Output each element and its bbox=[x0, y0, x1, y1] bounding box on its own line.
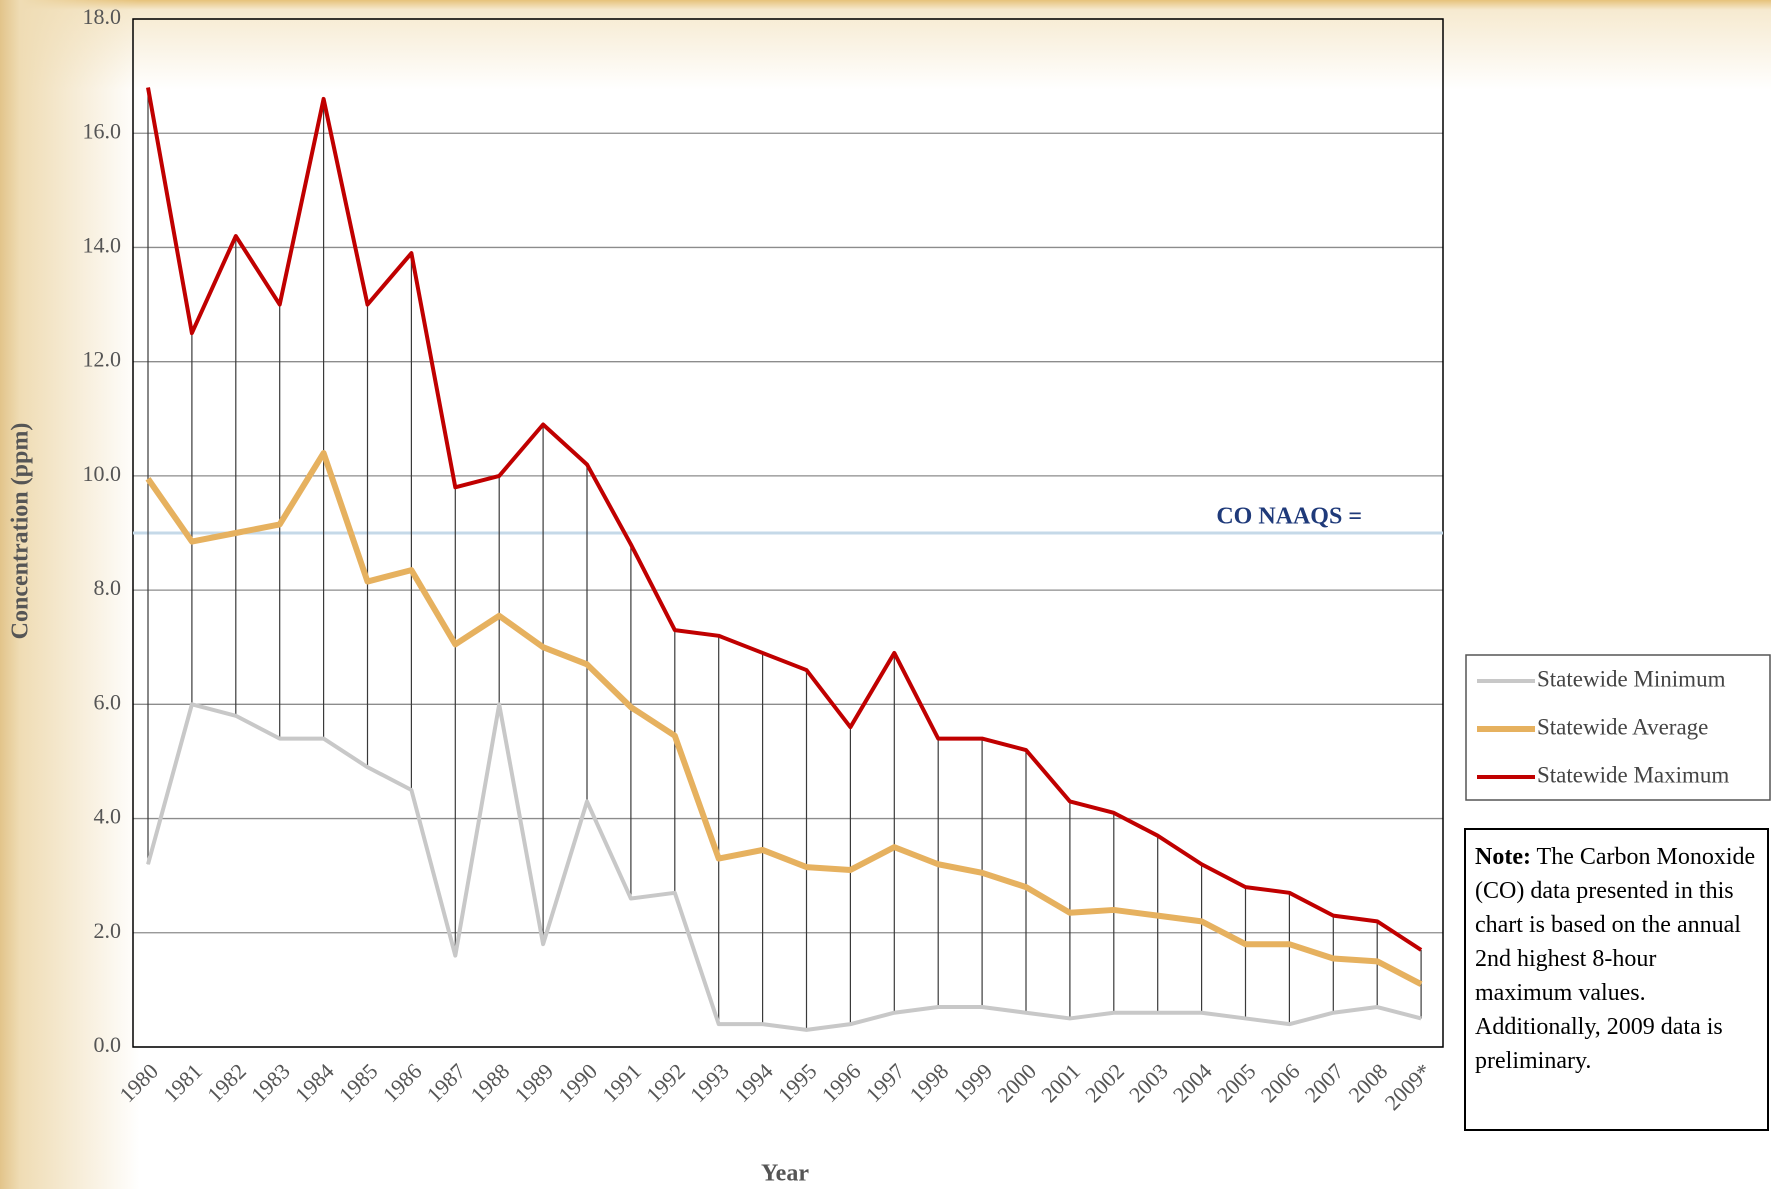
x-tick-label: 2004 bbox=[1168, 1058, 1217, 1107]
legend-label: Statewide Maximum bbox=[1537, 762, 1729, 787]
x-tick-label: 2002 bbox=[1080, 1058, 1129, 1107]
y-tick-label: 18.0 bbox=[83, 4, 122, 29]
y-tick-label: 14.0 bbox=[83, 232, 122, 257]
y-tick-label: 4.0 bbox=[94, 804, 122, 829]
x-tick-label: 2001 bbox=[1036, 1058, 1085, 1107]
x-tick-label: 1980 bbox=[114, 1058, 163, 1107]
x-tick-label: 1993 bbox=[685, 1058, 734, 1107]
x-tick-label: 1986 bbox=[378, 1058, 427, 1107]
x-tick-label: 1999 bbox=[948, 1058, 997, 1107]
x-tick-label: 2003 bbox=[1124, 1058, 1173, 1107]
x-tick-label: 1988 bbox=[466, 1058, 515, 1107]
y-tick-label: 6.0 bbox=[94, 689, 122, 714]
x-tick-label: 1994 bbox=[729, 1058, 778, 1107]
y-tick-label: 16.0 bbox=[83, 118, 122, 143]
x-tick-label: 1983 bbox=[246, 1058, 295, 1107]
x-tick-label: 1982 bbox=[202, 1058, 251, 1107]
x-tick-label: 1996 bbox=[817, 1058, 866, 1107]
series-line bbox=[148, 704, 1421, 1030]
x-tick-label: 1989 bbox=[509, 1058, 558, 1107]
y-tick-label: 10.0 bbox=[83, 461, 122, 486]
x-tick-label: 2000 bbox=[992, 1058, 1041, 1107]
y-tick-label: 0.0 bbox=[94, 1032, 122, 1057]
note-text: The Carbon Monoxide (CO) data presented … bbox=[1475, 844, 1755, 1074]
reference-label: CO NAAQS = bbox=[1216, 504, 1362, 530]
y-tick-label: 12.0 bbox=[83, 347, 122, 372]
legend-label: Statewide Minimum bbox=[1537, 666, 1726, 691]
note: Note: The Carbon Monoxide (CO) data pres… bbox=[1464, 828, 1769, 1131]
page: Year Concentration (ppm) 0.0 2.0 4.0 6.0 8.0… bbox=[0, 0, 1771, 1189]
y-tick-label: 8.0 bbox=[94, 575, 122, 600]
x-tick-label: 1997 bbox=[861, 1058, 910, 1107]
x-tick-label: 1987 bbox=[422, 1058, 471, 1107]
x-tick-label: 1984 bbox=[290, 1058, 339, 1107]
x-tick-label: 1985 bbox=[334, 1058, 383, 1107]
x-tick-label: 2006 bbox=[1256, 1058, 1305, 1107]
x-tick-label: 2005 bbox=[1212, 1058, 1261, 1107]
x-tick-label: 1991 bbox=[597, 1058, 646, 1107]
y-axis-label: Concentration (ppm) bbox=[8, 423, 34, 640]
x-tick-label: 1990 bbox=[553, 1058, 602, 1107]
x-tick-label: 1995 bbox=[773, 1058, 822, 1107]
x-tick-label: 1998 bbox=[905, 1058, 954, 1107]
x-tick-label: 1981 bbox=[158, 1058, 207, 1107]
y-tick-label: 2.0 bbox=[94, 918, 122, 943]
x-tick-label: 1992 bbox=[641, 1058, 690, 1107]
legend-label: Statewide Average bbox=[1537, 714, 1708, 739]
note-label: Note: bbox=[1475, 844, 1531, 870]
x-tick-label: 2007 bbox=[1300, 1058, 1349, 1107]
x-tick-label: 2009* bbox=[1380, 1058, 1437, 1115]
x-axis-label: Year bbox=[761, 1161, 809, 1187]
